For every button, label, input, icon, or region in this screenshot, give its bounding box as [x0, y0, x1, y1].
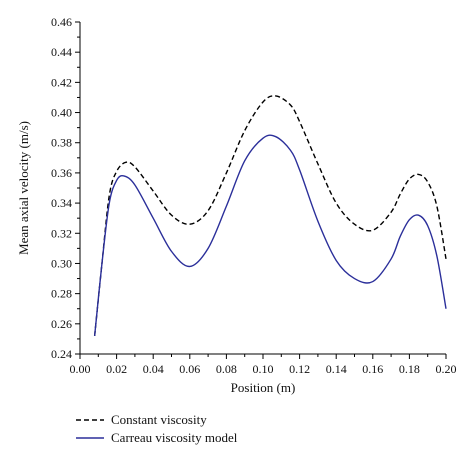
x-tick-label: 0.06 [179, 362, 200, 376]
x-tick-label: 0.18 [399, 362, 420, 376]
y-tick-label: 0.38 [51, 136, 72, 150]
x-tick-label: 0.16 [362, 362, 383, 376]
x-tick-label: 0.04 [143, 362, 164, 376]
y-tick-label: 0.46 [51, 15, 72, 29]
legend-label: Constant viscosity [111, 412, 207, 427]
x-tick-label: 0.00 [70, 362, 91, 376]
x-axis-title: Position (m) [231, 380, 296, 395]
series-line-carreau-viscosity-model [93, 134, 447, 336]
y-tick-label: 0.30 [51, 256, 72, 270]
x-tick-label: 0.14 [326, 362, 347, 376]
x-tick-label: 0.08 [216, 362, 237, 376]
x-axis-ticks: 0.00 0.02 0.04 0.06 0.08 0.10 0.12 0.14 0.16 0.18… [70, 354, 457, 376]
y-tick-label: 0.26 [51, 317, 72, 331]
series-line-constant-viscosity [93, 95, 447, 336]
y-tick-label: 0.24 [51, 347, 72, 361]
y-tick-label: 0.32 [51, 226, 72, 240]
y-axis-ticks: 0.24 0.26 0.28 0.30 0.32 0.34 0.36 0.38 0.40 0.42… [51, 15, 80, 361]
y-tick-label: 0.42 [51, 75, 72, 89]
y-tick-label: 0.36 [51, 166, 72, 180]
plot-frame [79, 22, 446, 355]
legend: Constant viscosity Carreau viscosity mode… [76, 412, 238, 445]
x-tick-label: 0.02 [106, 362, 127, 376]
series-layer [93, 95, 447, 336]
x-tick-label: 0.12 [289, 362, 310, 376]
y-axis-title: Mean axial velocity (m/s) [16, 121, 31, 255]
y-tick-label: 0.40 [51, 106, 72, 120]
legend-label: Carreau viscosity model [111, 430, 238, 445]
y-tick-label: 0.28 [51, 287, 72, 301]
y-tick-label: 0.34 [51, 196, 72, 210]
x-tick-label: 0.10 [253, 362, 274, 376]
y-tick-label: 0.44 [51, 45, 72, 59]
x-tick-label: 0.20 [436, 362, 457, 376]
